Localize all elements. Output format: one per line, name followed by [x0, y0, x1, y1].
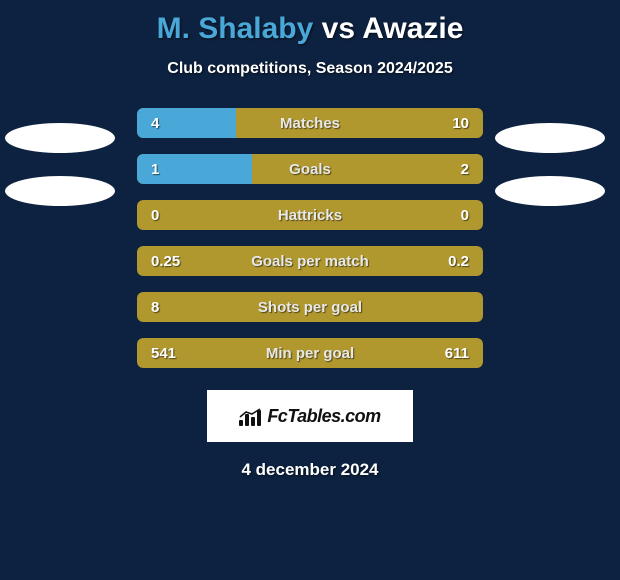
- stat-label: Hattricks: [137, 200, 483, 230]
- stat-label: Shots per goal: [137, 292, 483, 322]
- stat-label: Goals per match: [137, 246, 483, 276]
- stat-value-right: 0.2: [448, 246, 469, 276]
- stat-row: 4Matches10: [137, 108, 483, 138]
- stat-value-right: 10: [452, 108, 469, 138]
- vs-label: vs: [322, 12, 355, 45]
- team-badge-left: [5, 176, 115, 206]
- stat-row: 0Hattricks0: [137, 200, 483, 230]
- stat-label: Matches: [137, 108, 483, 138]
- fctables-logo: FcTables.com: [207, 390, 413, 442]
- stat-value-right: 0: [461, 200, 469, 230]
- stat-row: 0.25Goals per match0.2: [137, 246, 483, 276]
- logo-text: FcTables.com: [267, 406, 380, 427]
- player1-name: M. Shalaby: [157, 12, 314, 45]
- stat-label: Goals: [137, 154, 483, 184]
- stat-value-right: 611: [445, 338, 469, 368]
- team-badge-left: [5, 123, 115, 153]
- stat-label: Min per goal: [137, 338, 483, 368]
- stat-value-right: 2: [461, 154, 469, 184]
- comparison-title: M. Shalaby vs Awazie: [0, 0, 620, 46]
- stat-row: 1Goals2: [137, 154, 483, 184]
- player2-name: Awazie: [362, 12, 463, 45]
- stat-row: 541Min per goal611: [137, 338, 483, 368]
- subtitle: Club competitions, Season 2024/2025: [0, 60, 620, 78]
- team-badge-right: [495, 123, 605, 153]
- team-badge-right: [495, 176, 605, 206]
- trend-line-icon: [239, 408, 261, 418]
- snapshot-date: 4 december 2024: [0, 460, 620, 480]
- chart-icon: [239, 406, 261, 426]
- stat-row: 8Shots per goal: [137, 292, 483, 322]
